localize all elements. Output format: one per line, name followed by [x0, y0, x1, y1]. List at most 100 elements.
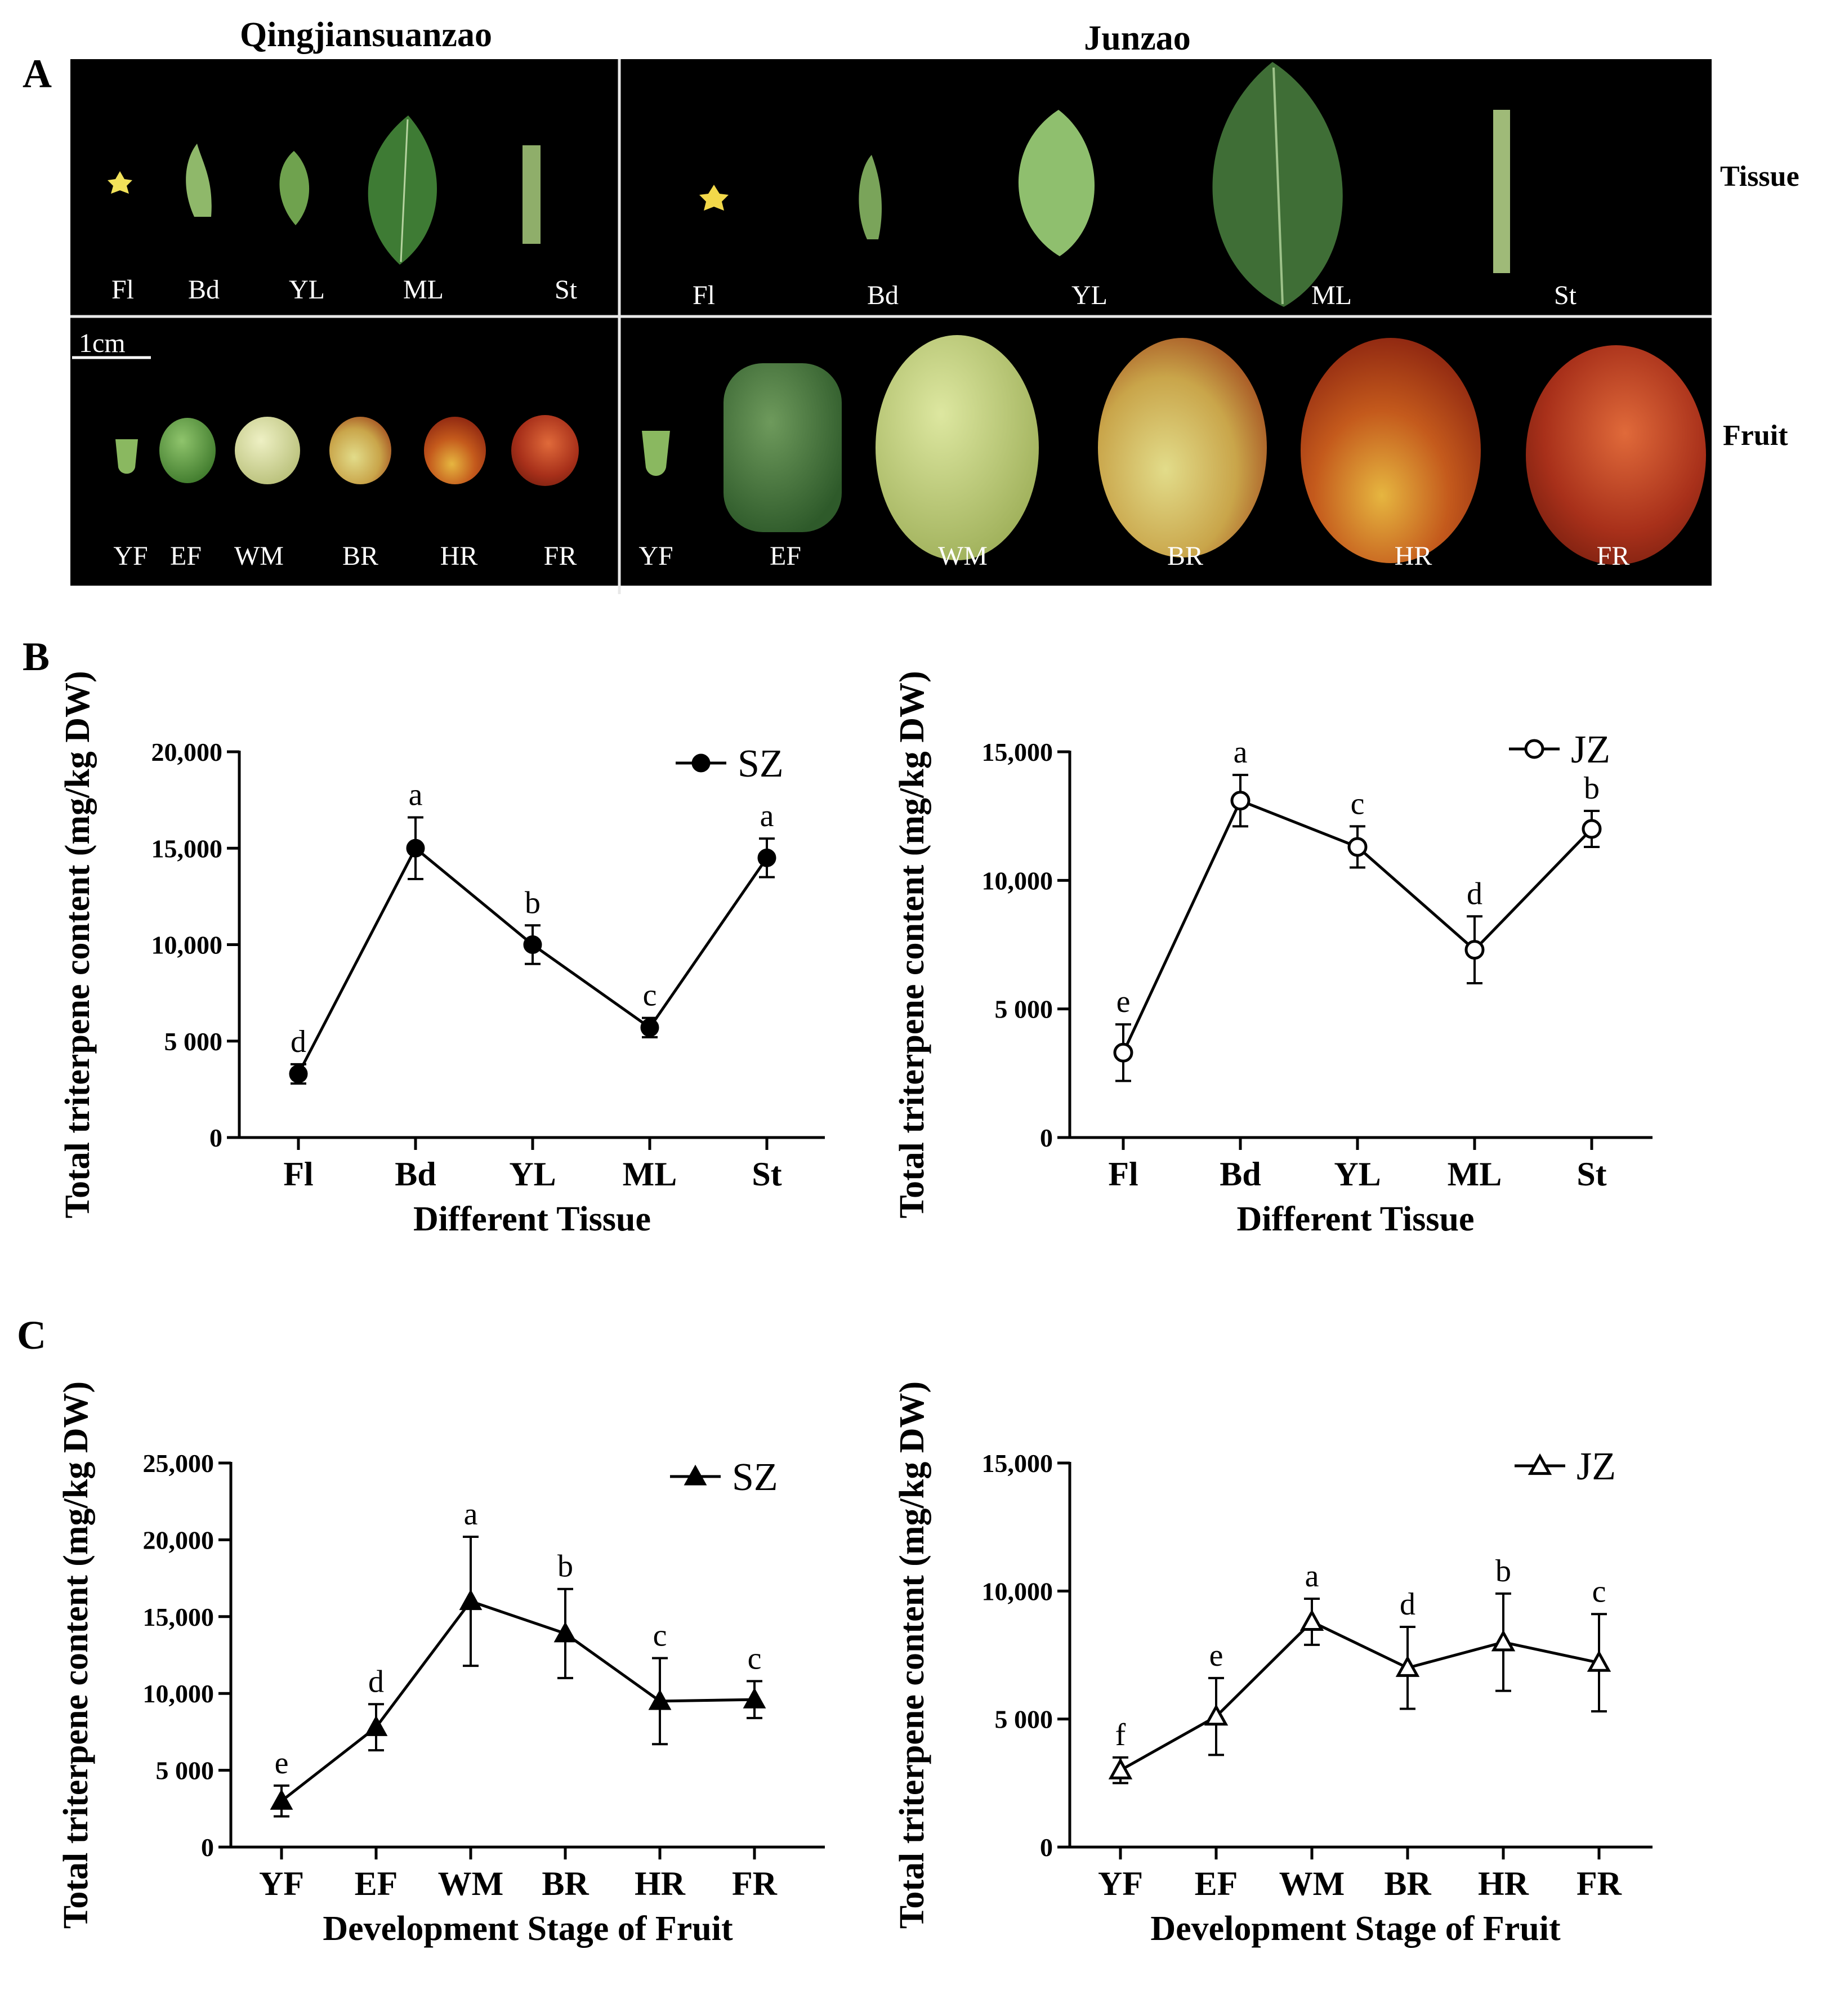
- flower-photo: [108, 171, 132, 194]
- x-tick-label: EF: [1195, 1865, 1238, 1902]
- y-axis-title: Total triterpene content (mg/kg DW): [893, 1381, 931, 1929]
- data-point: [1299, 1609, 1324, 1631]
- legend-marker: [691, 753, 711, 773]
- data-point: [553, 1621, 577, 1643]
- y-tick-label: 15,000: [982, 738, 1053, 766]
- fruit-photo-yf: [642, 431, 670, 476]
- significance-label: a: [409, 777, 423, 812]
- row-label-fruit: Fruit: [1723, 420, 1788, 452]
- fruit-label-right-5: FR: [1597, 541, 1630, 571]
- significance-label: a: [1234, 735, 1248, 770]
- fruit-photos-left: YF EF WM BR HR FR: [113, 415, 579, 571]
- x-tick-label: BR: [542, 1865, 589, 1902]
- significance-label: d: [291, 1024, 306, 1059]
- chart-c-left: 0 5 000 10,000 15,000 20,000 25,000 YF EF WM BR HR…: [57, 1381, 825, 1948]
- x-tick-label: EF: [355, 1865, 398, 1902]
- tissue-photos-right: Fl Bd YL ML St: [693, 62, 1577, 310]
- x-tick-label: Fl: [1108, 1156, 1138, 1193]
- significance-label: a: [760, 799, 774, 833]
- tissue-label-right-0: Fl: [693, 280, 715, 310]
- fruit-label-right-3: BR: [1167, 541, 1203, 571]
- y-tick-label: 15,000: [982, 1449, 1053, 1478]
- fruit-photo-yf: [115, 439, 138, 474]
- y-axis-title: Total triterpene content (mg/kg DW): [893, 671, 931, 1218]
- legend-label: SZ: [738, 742, 784, 786]
- y-tick-label: 10,000: [982, 866, 1053, 895]
- tissue-label-right-4: St: [1554, 280, 1577, 310]
- data-point: [1491, 1630, 1516, 1652]
- significance-label: d: [368, 1664, 384, 1699]
- x-tick-label: Fl: [283, 1156, 313, 1193]
- fruit-photo-br: [329, 417, 391, 484]
- legend-label: JZ: [1576, 1445, 1616, 1488]
- photo-panel: A Qingjiansuanzao Junzao Tissue Fruit 1c…: [23, 16, 1799, 594]
- legend-marker: [1524, 739, 1544, 759]
- x-tick-label: BR: [1384, 1865, 1431, 1902]
- x-tick-label: WM: [438, 1865, 504, 1902]
- data-point: [1108, 1758, 1133, 1779]
- tissue-label-right-2: YL: [1071, 280, 1107, 310]
- stem-photo: [522, 145, 541, 244]
- data-point: [1347, 837, 1368, 857]
- data-point: [364, 1715, 388, 1736]
- y-tick-label: 5 000: [156, 1756, 215, 1785]
- x-axis-title: Development Stage of Fruit: [1150, 1910, 1561, 1948]
- fruit-photo-ef: [724, 363, 842, 532]
- fruit-label-right-2: WM: [938, 541, 988, 571]
- legend-marker: [1528, 1453, 1552, 1475]
- significance-label: b: [1584, 771, 1600, 806]
- significance-label: c: [748, 1641, 762, 1676]
- bud-photo: [859, 155, 882, 239]
- data-point: [459, 1589, 483, 1611]
- fruit-label-left-3: BR: [342, 541, 378, 571]
- y-tick-label: 5 000: [995, 1705, 1053, 1734]
- data-point: [1113, 1042, 1133, 1063]
- panel-letter-a: A: [23, 51, 52, 96]
- x-tick-label: ML: [1448, 1156, 1502, 1193]
- y-tick-label: 0: [1040, 1123, 1053, 1152]
- panel-letter-b: B: [23, 634, 50, 679]
- chart-b-left: 0 5 000 10,000 15,000 20,000 Fl Bd YL ML St Differ…: [59, 671, 825, 1238]
- y-tick-label: 20,000: [143, 1526, 215, 1554]
- data-point: [648, 1689, 672, 1710]
- y-axis-title: Total triterpene content (mg/kg DW): [57, 1381, 95, 1929]
- y-tick-label: 25,000: [143, 1449, 215, 1478]
- tissue-label-right-3: ML: [1311, 280, 1352, 310]
- stem-photo: [1493, 110, 1510, 273]
- cultivar-right-title: Junzao: [1084, 19, 1190, 57]
- tissue-label-left-2: YL: [289, 275, 325, 305]
- significance-label: f: [1115, 1718, 1126, 1752]
- y-tick-label: 5 000: [164, 1027, 223, 1056]
- scale-bar-label: 1cm: [79, 328, 126, 358]
- significance-label: c: [643, 978, 657, 1013]
- y-tick-label: 0: [209, 1123, 222, 1152]
- significance-label: c: [653, 1618, 667, 1653]
- fruit-photo-wm: [235, 417, 300, 484]
- y-tick-label: 0: [1040, 1833, 1053, 1862]
- x-tick-label: HR: [635, 1865, 686, 1902]
- y-tick-label: 15,000: [151, 834, 223, 863]
- x-tick-label: St: [1576, 1156, 1606, 1193]
- tissue-label-left-1: Bd: [188, 275, 220, 305]
- significance-label: a: [1305, 1559, 1319, 1594]
- x-tick-label: St: [752, 1156, 781, 1193]
- leaf-vein: [1272, 67, 1284, 305]
- y-tick-label: 10,000: [982, 1577, 1053, 1605]
- young-leaf-photo: [1018, 110, 1095, 256]
- y-tick-label: 20,000: [151, 738, 223, 766]
- x-tick-label: YF: [1098, 1865, 1143, 1902]
- data-point: [743, 1687, 766, 1709]
- young-leaf-photo: [279, 151, 310, 225]
- series-line: [1119, 1620, 1600, 1772]
- mature-leaf-photo: [368, 115, 437, 265]
- data-point: [1395, 1655, 1420, 1677]
- x-tick-label: ML: [623, 1156, 677, 1193]
- fruit-photo-br: [1098, 338, 1267, 557]
- fruit-photos-right: YF EF WM BR HR FR: [638, 335, 1706, 571]
- flower-photo: [699, 185, 729, 211]
- bud-photo: [186, 144, 212, 217]
- series-line: [280, 1599, 755, 1803]
- data-point: [1587, 1650, 1611, 1672]
- data-point: [1230, 791, 1251, 811]
